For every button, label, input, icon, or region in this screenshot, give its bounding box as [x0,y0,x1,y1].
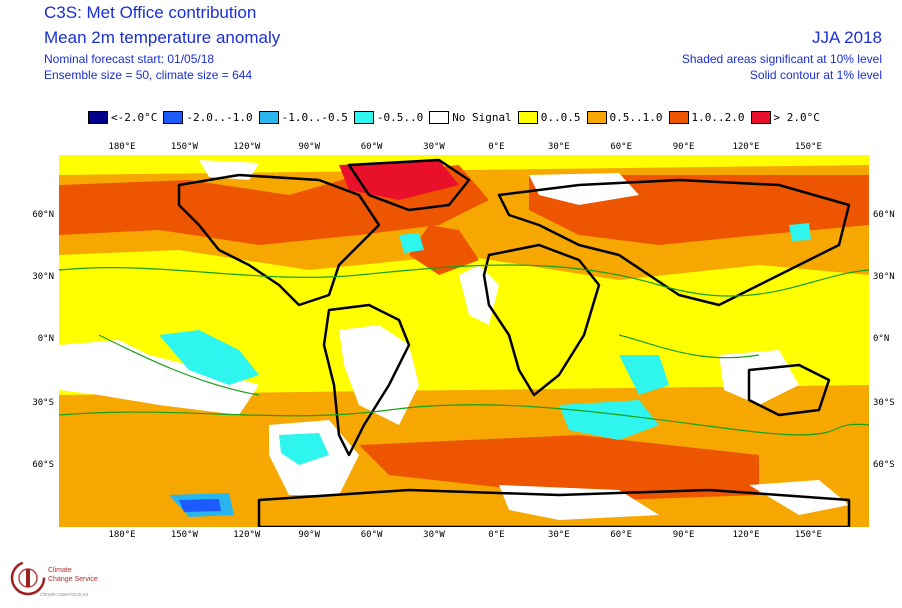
significance-contour [618,334,760,359]
longitude-tick-top: 30°E [547,142,570,152]
latitude-tick-left: 30°N [32,272,54,282]
latitude-tick-right: 60°N [873,210,895,220]
anomaly-region [559,400,659,440]
latitude-tick-left: 60°S [32,460,54,470]
anomaly-region [339,325,419,425]
significance-note: Shaded areas significant at 10% level [681,52,882,66]
copernicus-logo [10,560,46,596]
significance-contour [59,404,869,436]
coastline [482,243,601,397]
longitude-tick-top: 120°W [233,142,261,152]
anomaly-region [59,340,259,415]
chart-subtitle: Mean 2m temperature anomaly [44,28,281,47]
anomaly-region [179,499,221,512]
latitude-tick-left: 60°N [32,210,54,220]
anomaly-region [459,265,499,325]
legend-item: 1.0..2.0 [668,110,745,124]
latitude-tick-left: 30°S [32,398,54,408]
legend-label: -1.0..-0.5 [281,110,348,124]
longitude-tick-top: 0°E [488,142,505,152]
significance-contour [59,264,869,297]
legend-label: 0..0.5 [540,110,581,124]
legend-swatch [163,110,184,124]
significance-contour [98,334,260,396]
longitude-tick-top: 120°E [732,142,760,152]
longitude-tick-bottom: 0°E [488,530,505,540]
chart-title: C3S: Met Office contribution [44,3,257,22]
longitude-tick-bottom: 90°W [298,530,321,540]
longitude-tick-top: 30°W [423,142,445,152]
longitude-tick-top: 90°W [298,142,321,152]
coastline [257,488,851,527]
legend-item: -1.0..-0.5 [258,110,348,124]
legend-swatch [750,110,771,124]
contour-note: Solid contour at 1% level [749,68,882,82]
anomaly-region [279,433,329,465]
legend-label: 1.0..2.0 [691,110,745,124]
latitude-tick-right: 30°S [873,398,895,408]
anomaly-region [719,350,799,405]
legend-item: -2.0..-1.0 [163,110,253,124]
longitude-tick-top: 150°E [794,142,822,152]
latitude-tick-right: 0°N [873,334,890,344]
longitude-tick-bottom: 60°W [360,530,383,540]
longitude-tick-bottom: 30°W [423,530,445,540]
logo-tagline: climate.copernicus.eu [40,592,89,598]
logo-name: Climate Change Service [48,567,98,583]
coastline [322,303,411,457]
legend-swatch [517,110,538,124]
latitude-tick-left: 0°N [37,334,54,344]
longitude-tick-bottom: 60°E [610,530,633,540]
legend-swatch [258,110,279,124]
legend-label: > 2.0°C [773,110,820,124]
legend-swatch [668,110,689,124]
anomaly-map [59,155,869,527]
legend-label: -0.5..0 [376,110,424,124]
legend-item: > 2.0°C [750,110,820,124]
longitude-tick-top: 150°W [170,142,198,152]
legend-label: <-2.0°C [111,110,158,124]
season-label: JJA 2018 [812,28,882,47]
legend-label: 0.5..1.0 [609,110,663,124]
longitude-tick-top: 180°E [108,142,136,152]
anomaly-region [339,160,459,200]
legend-label: No Signal [452,110,512,124]
coastline [347,158,471,212]
longitude-tick-bottom: 180°E [108,530,136,540]
anomaly-region [619,355,669,395]
longitude-tick-bottom: 120°W [233,530,261,540]
coastline [497,178,851,307]
legend-item: -0.5..0 [353,110,424,124]
legend-swatch [88,110,108,124]
longitude-tick-bottom: 120°E [732,530,760,540]
legend-item: <-2.0°C [88,110,158,124]
legend-item: 0..0.5 [517,110,581,124]
longitude-tick-bottom: 30°E [547,530,570,540]
anomaly-region [399,233,424,253]
longitude-tick-top: 90°E [672,142,695,152]
legend-swatch [586,110,607,124]
coastline [747,363,831,417]
latitude-tick-right: 60°S [873,460,895,470]
ensemble-size-label: Ensemble size = 50, climate size = 644 [44,68,253,82]
longitude-tick-top: 60°W [360,142,383,152]
latitude-tick-right: 30°N [873,272,895,282]
longitude-tick-bottom: 150°W [170,530,198,540]
longitude-tick-bottom: 90°E [672,530,695,540]
longitude-tick-top: 60°E [610,142,633,152]
color-legend: <-2.0°C -2.0..-1.0 -1.0..-0.5 -0.5..0 No Sig… [88,108,848,126]
legend-item: No Signal [429,110,512,124]
anomaly-region [529,173,639,205]
forecast-start-label: Nominal forecast start: 01/05/18 [44,52,215,66]
legend-label: -2.0..-1.0 [186,110,253,124]
legend-item: 0.5..1.0 [586,110,663,124]
anomaly-region [159,330,259,385]
legend-swatch [353,110,374,124]
longitude-tick-bottom: 150°E [794,530,822,540]
coastline [177,173,381,307]
legend-swatch [429,110,450,124]
anomaly-region [359,435,759,500]
anomaly-region [789,223,811,241]
anomaly-region [409,225,479,275]
